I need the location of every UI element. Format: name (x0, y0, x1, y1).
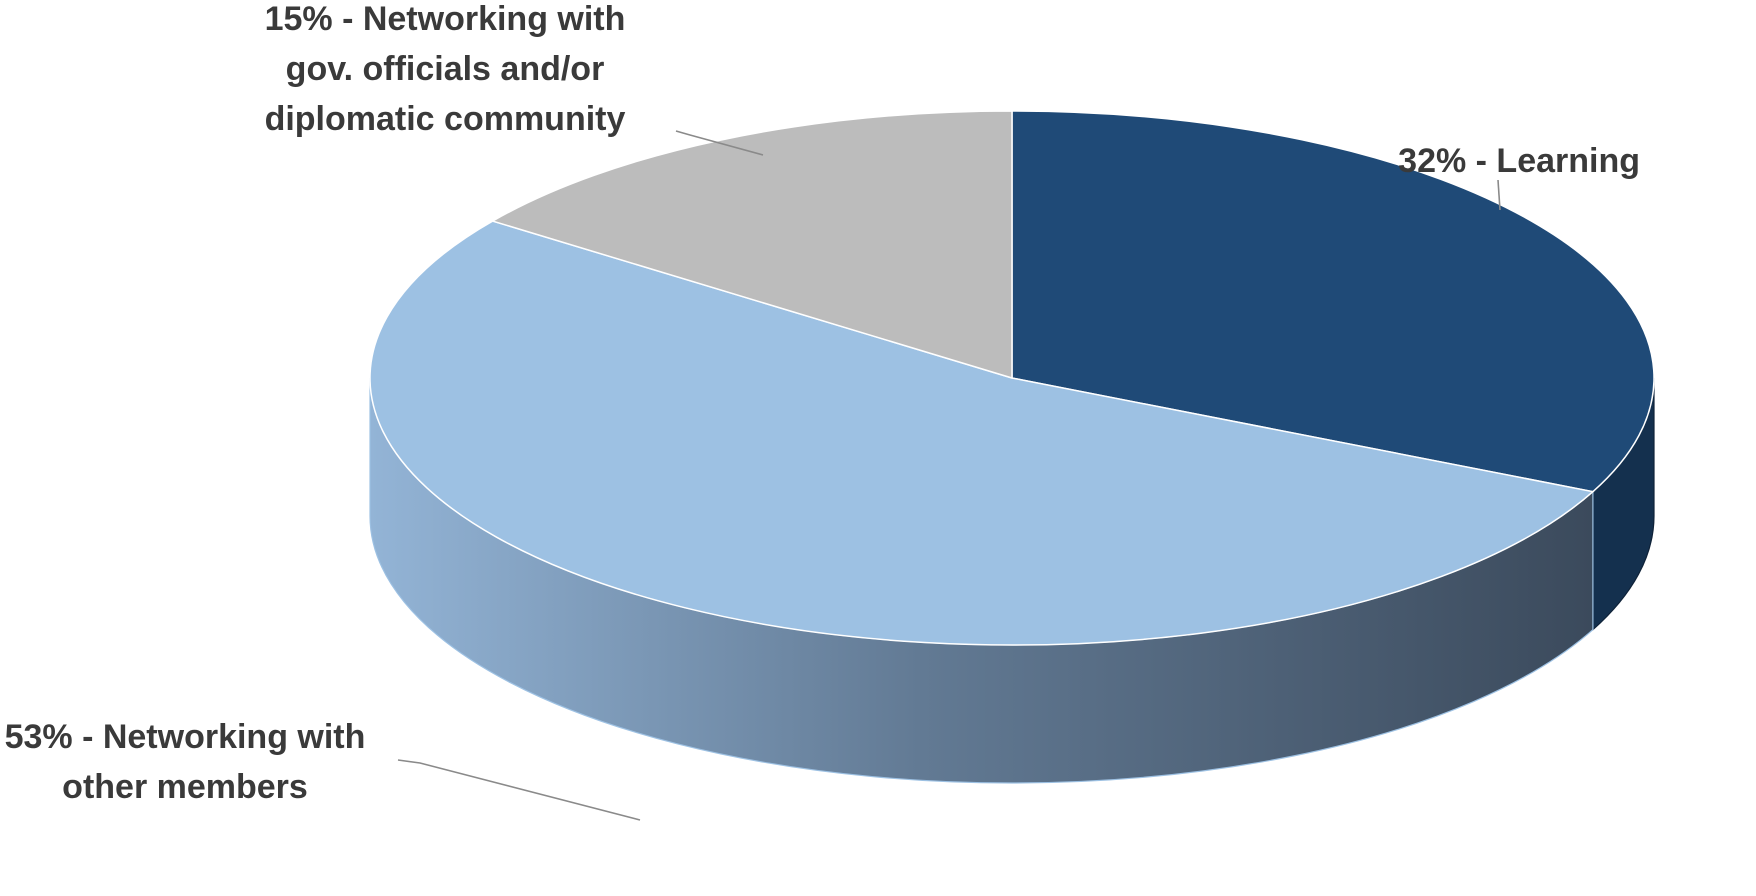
pie-top (369, 110, 1655, 646)
leader-line-0 (1497, 179, 1501, 211)
leader-line-2 (675, 130, 764, 156)
slice-label-0: 32% - Learning (1398, 142, 1640, 180)
slice-label-2-line-2: diplomatic community (265, 100, 626, 138)
slice-0 (1011, 110, 1655, 493)
slice-label-1-line-0: 53% - Networking with (5, 718, 366, 756)
slice-label-2-line-0: 15% - Networking with (265, 0, 626, 38)
slice-label-0-line-0: 32% - Learning (1398, 142, 1640, 180)
leader-line-1 (397, 759, 641, 821)
slice-2 (490, 110, 1013, 380)
slice-labels: 32% - Learning 53% - Networking with other… (5, 0, 1640, 806)
slice-label-2: 15% - Networking with gov. officials and/… (265, 0, 626, 138)
leader-lines (397, 130, 1501, 821)
slice-1 (369, 220, 1595, 646)
slice-label-1-line-1: other members (62, 768, 308, 806)
slice-label-1: 53% - Networking with other members (5, 718, 366, 806)
slice-label-2-line-1: gov. officials and/or (286, 50, 605, 88)
